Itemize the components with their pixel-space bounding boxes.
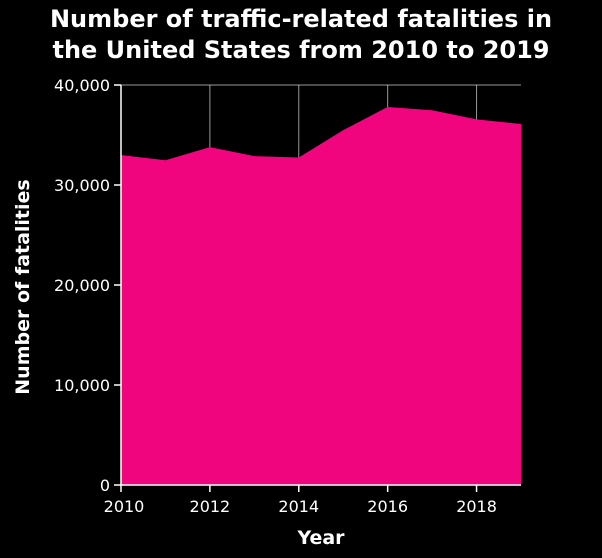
y-axis-label: Number of fatalities: [12, 179, 34, 394]
y-ticks: 0 10,000 20,000 30,000 40,000: [54, 76, 121, 495]
y-tick-label: 10,000: [54, 376, 110, 395]
y-tick-label: 0: [100, 476, 110, 495]
y-tick-label: 40,000: [54, 76, 110, 95]
x-tick-label: 2010: [104, 497, 145, 516]
area-series-fill: [121, 106, 521, 485]
x-ticks: 2010 2012 2014 2016 2018: [104, 485, 497, 516]
x-tick-label: 2014: [278, 497, 319, 516]
y-tick-label: 30,000: [54, 176, 110, 195]
x-tick-label: 2018: [456, 497, 497, 516]
x-tick-label: 2012: [190, 497, 231, 516]
x-tick-label: 2016: [367, 497, 408, 516]
y-tick-label: 20,000: [54, 276, 110, 295]
chart-title: Number of traffic-related fatalities in …: [49, 5, 553, 64]
x-axis-label: Year: [296, 527, 345, 549]
